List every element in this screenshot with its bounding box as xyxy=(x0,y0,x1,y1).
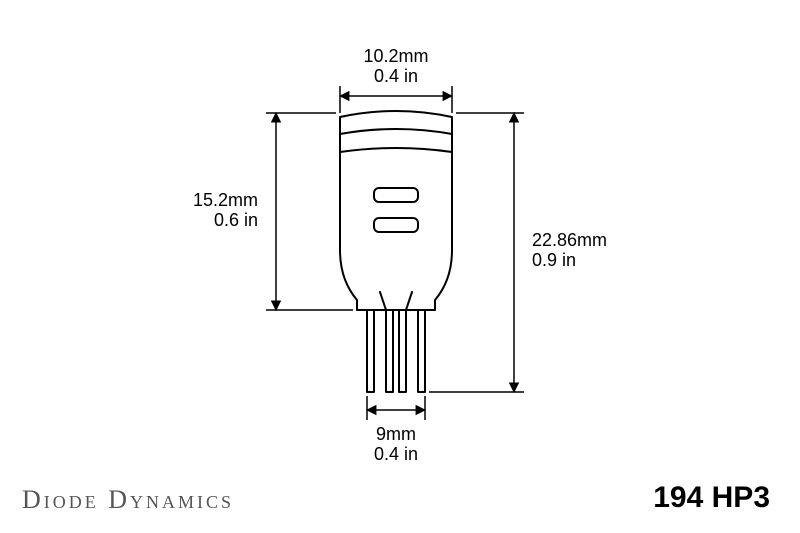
dim-body-height-mm: 15.2mm xyxy=(193,190,258,210)
dim-base-width-in: 0.4 in xyxy=(374,444,418,464)
dim-top-width-in: 0.4 in xyxy=(374,66,418,86)
dim-full-height-in: 0.9 in xyxy=(532,250,576,270)
dim-base-width: 9mm 0.4 in xyxy=(367,396,425,464)
dim-top-width-mm: 10.2mm xyxy=(363,46,428,66)
brand-label: Diode Dynamics xyxy=(22,485,234,515)
dim-full-height: 22.86mm 0.9 in xyxy=(429,113,607,392)
bulb-outline xyxy=(340,111,452,392)
dim-body-height-in: 0.6 in xyxy=(214,210,258,230)
dimension-diagram: 10.2mm 0.4 in 15.2mm 0.6 in 22.86mm 0.9 … xyxy=(0,0,800,533)
dim-base-width-mm: 9mm xyxy=(376,424,416,444)
product-label: 194 HP3 xyxy=(653,481,770,515)
dim-top-width: 10.2mm 0.4 in xyxy=(340,46,452,113)
dim-full-height-mm: 22.86mm xyxy=(532,230,607,250)
dim-body-height: 15.2mm 0.6 in xyxy=(193,113,353,310)
